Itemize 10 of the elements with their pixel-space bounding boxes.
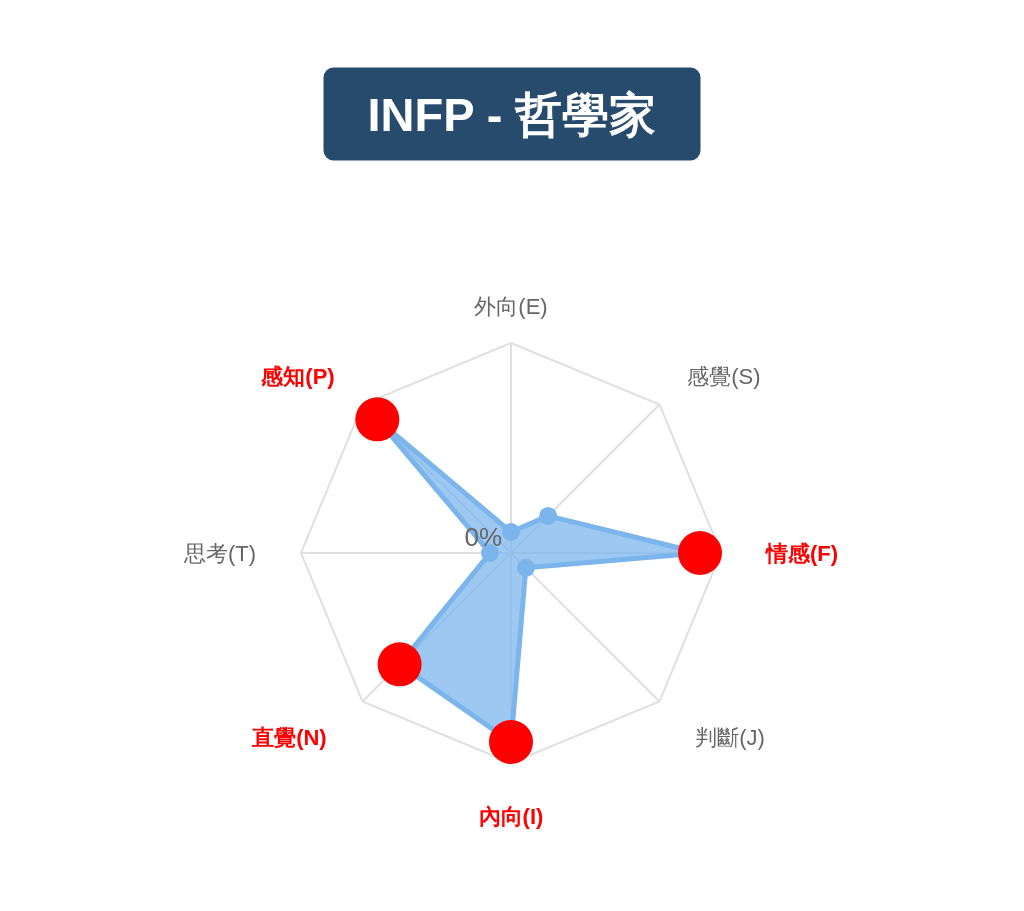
- category-label: 外向(E): [474, 293, 548, 319]
- category-label: 內向(I): [478, 803, 544, 829]
- category-label: 感知(P): [261, 364, 335, 390]
- category-label: 直覺(N): [252, 724, 327, 750]
- category-label: 思考(T): [183, 540, 256, 566]
- category-label: 判斷(J): [695, 724, 765, 750]
- chart-title: INFP - 哲學家: [367, 87, 657, 141]
- title: INFP - 哲學家: [323, 67, 701, 161]
- category-label: 感覺(S): [687, 364, 761, 390]
- category-label: 情感(F): [766, 540, 839, 566]
